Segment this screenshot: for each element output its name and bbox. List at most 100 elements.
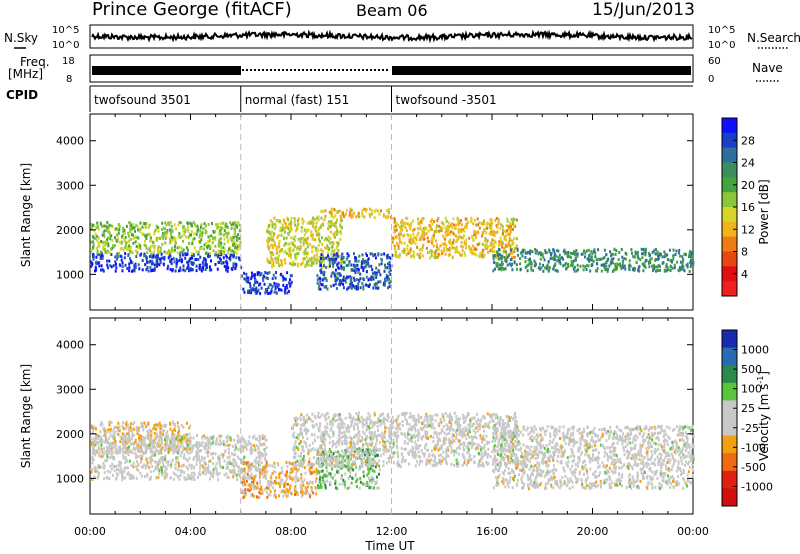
echo-cell: [512, 220, 515, 223]
echo-cell: [254, 468, 257, 472]
echo-cell: [235, 473, 238, 477]
echo-cell: [185, 433, 188, 437]
echo-cell: [315, 480, 318, 484]
echo-cell: [457, 452, 460, 456]
echo-cell: [307, 428, 310, 432]
echo-cell: [282, 228, 285, 231]
echo-cell: [185, 447, 188, 451]
echo-cell: [283, 250, 286, 254]
echo-cell: [576, 263, 579, 267]
echo-cell: [448, 224, 451, 228]
echo-cell: [341, 482, 344, 486]
echo-cell: [373, 411, 376, 415]
echo-cell: [308, 257, 311, 261]
echo-cell: [158, 421, 161, 425]
echo-cell: [187, 467, 189, 471]
echo-cell: [262, 475, 265, 479]
echo-cell: [180, 260, 183, 264]
echo-cell: [340, 256, 343, 260]
echo-cell: [500, 257, 503, 261]
echo-cell: [398, 232, 401, 236]
echo-cell: [270, 230, 273, 234]
echo-cell: [272, 273, 275, 277]
echo-cell: [188, 445, 191, 449]
echo-cell: [103, 229, 106, 233]
echo-cell: [207, 254, 210, 257]
echo-cell: [339, 230, 342, 234]
echo-cell: [353, 211, 355, 215]
echo-cell: [271, 223, 274, 227]
echo-cell: [357, 270, 360, 274]
echo-cell: [317, 484, 320, 488]
echo-cell: [225, 440, 228, 444]
echo-cell: [688, 255, 690, 259]
echo-cell: [100, 254, 103, 258]
echo-cell: [466, 223, 468, 227]
echo-cell: [122, 454, 124, 458]
echo-cell: [183, 476, 186, 480]
echo-cell: [412, 237, 415, 241]
echo-cell: [313, 470, 315, 474]
echo-cell: [165, 467, 168, 471]
echo-cell: [127, 448, 130, 452]
echo-cell: [334, 214, 337, 218]
echo-cell: [428, 240, 431, 244]
echo-cell: [157, 229, 160, 233]
echo-cell: [200, 455, 203, 459]
echo-cell: [266, 289, 269, 293]
echo-cell: [301, 261, 304, 265]
echo-cell: [642, 252, 645, 256]
echo-cell: [184, 228, 187, 232]
echo-cell: [457, 230, 460, 234]
echo-cell: [243, 479, 246, 483]
echo-cell: [317, 233, 320, 237]
echo-cell: [683, 252, 686, 256]
echo-cell: [178, 434, 181, 438]
echo-cell: [287, 289, 290, 293]
echo-cell: [263, 449, 266, 453]
echo-cell: [175, 261, 178, 265]
echo-cell: [678, 269, 681, 273]
echo-cell: [274, 470, 277, 474]
echo-cell: [332, 215, 335, 219]
noise-left-tick-top: 10^5: [52, 25, 79, 36]
echo-cell: [257, 446, 260, 449]
echo-cell: [223, 229, 226, 233]
echo-cell: [240, 439, 243, 443]
echo-cell: [321, 236, 323, 240]
echo-cell: [214, 230, 217, 233]
echo-cell: [339, 214, 342, 218]
echo-cell: [98, 434, 101, 438]
echo-cell: [153, 250, 156, 254]
echo-cell: [146, 474, 149, 478]
echo-cell: [188, 442, 191, 446]
echo-cell: [512, 241, 515, 245]
echo-cell: [362, 258, 365, 261]
echo-cell: [415, 238, 418, 242]
echo-cell: [192, 238, 195, 242]
echo-cell: [140, 440, 143, 444]
echo-cell: [315, 467, 318, 471]
echo-cell: [341, 266, 344, 270]
echo-cell: [188, 426, 191, 430]
echo-cell: [269, 254, 272, 258]
echo-cell: [264, 437, 267, 441]
echo-cell: [498, 240, 501, 244]
echo-cell: [152, 255, 155, 259]
echo-cell: [198, 449, 201, 453]
echo-cell: [455, 433, 458, 437]
echo-cell: [192, 436, 195, 440]
echo-cell: [679, 254, 682, 258]
echo-cell: [417, 231, 420, 235]
echo-cell: [266, 244, 269, 248]
echo-cell: [287, 227, 290, 231]
echo-cell: [343, 441, 346, 445]
echo-cell: [364, 438, 367, 442]
echo-cell: [312, 261, 315, 265]
echo-cell: [369, 214, 371, 218]
echo-cell: [615, 249, 618, 253]
echo-cell: [175, 227, 177, 231]
echo-cell: [232, 222, 235, 226]
echo-cell: [311, 234, 314, 238]
echo-cell: [170, 225, 173, 228]
